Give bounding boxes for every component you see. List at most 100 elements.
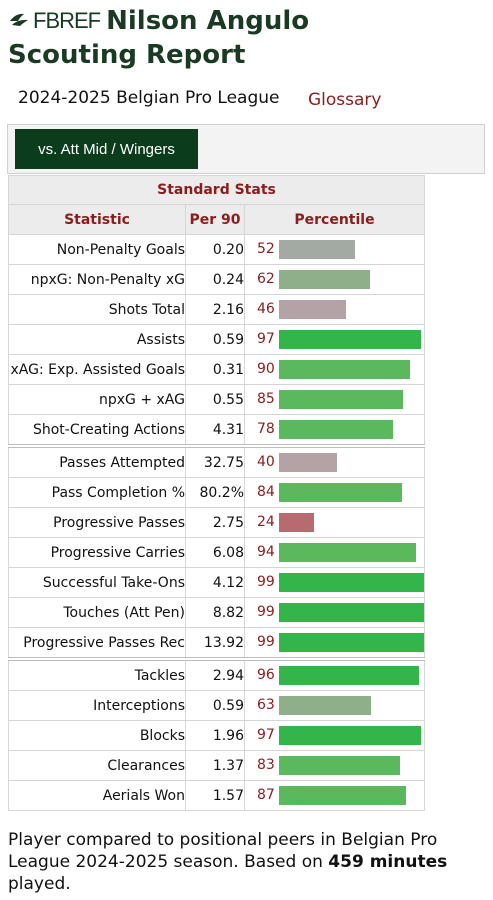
per90-value: 0.59 — [185, 324, 245, 355]
percentile-value: 99 — [257, 574, 275, 590]
header-per90[interactable]: Per 90 — [185, 204, 245, 235]
percentile-value: 63 — [257, 697, 275, 713]
per90-value: 4.31 — [185, 414, 245, 447]
percentile-bar — [279, 240, 355, 259]
percentile-value: 94 — [257, 544, 275, 560]
per90-value: 1.37 — [185, 750, 245, 781]
percentile-cell: 40 — [244, 444, 425, 478]
table-row: Blocks 1.96 97 — [8, 720, 425, 751]
percentile-bar — [279, 300, 346, 319]
percentile-value: 96 — [257, 667, 275, 683]
percentile-cell: 97 — [244, 720, 425, 751]
percentile-cell: 99 — [244, 597, 425, 628]
player-name: Nilson Angulo — [106, 6, 310, 36]
table-row: npxG: Non-Penalty xG 0.24 62 — [8, 264, 425, 295]
stat-name: Progressive Passes Rec — [8, 627, 186, 660]
percentile-value: 99 — [257, 604, 275, 620]
percentile-cell: 78 — [244, 414, 425, 447]
stat-name: Progressive Passes — [8, 507, 186, 538]
table-row: Non-Penalty Goals 0.20 52 — [8, 234, 425, 265]
percentile-bar — [279, 390, 403, 409]
per90-value: 8.82 — [185, 597, 245, 628]
stat-name: Touches (Att Pen) — [8, 597, 186, 628]
fbref-logo[interactable]: FBREF — [8, 4, 101, 38]
percentile-value: 83 — [257, 757, 275, 773]
percentile-cell: 97 — [244, 324, 425, 355]
stat-name: Progressive Carries — [8, 537, 186, 568]
percentile-value: 46 — [257, 301, 275, 317]
table-row: Clearances 1.37 83 — [8, 750, 425, 781]
stat-name: npxG + xAG — [8, 384, 186, 415]
stat-name: Blocks — [8, 720, 186, 751]
header-statistic[interactable]: Statistic — [8, 204, 186, 235]
percentile-cell: 52 — [244, 234, 425, 265]
table-row: Shots Total 2.16 46 — [8, 294, 425, 325]
footer-text-end: played. — [8, 874, 71, 894]
stat-name: Assists — [8, 324, 186, 355]
percentile-cell: 99 — [244, 567, 425, 598]
percentile-bar — [279, 513, 314, 532]
percentile-cell: 24 — [244, 507, 425, 538]
table-caption: Standard Stats — [8, 175, 425, 205]
percentile-bar — [279, 573, 424, 592]
table-row: npxG + xAG 0.55 85 — [8, 384, 425, 415]
percentile-cell: 46 — [244, 294, 425, 325]
per90-value: 2.75 — [185, 507, 245, 538]
stat-name: Shots Total — [8, 294, 186, 325]
stat-name: Tackles — [8, 657, 186, 691]
table-row: Progressive Passes Rec 13.92 99 — [8, 627, 425, 660]
percentile-bar — [279, 756, 400, 775]
tab-att-mid-wingers[interactable]: vs. Att Mid / Wingers — [15, 129, 198, 169]
percentile-value: 97 — [257, 727, 275, 743]
percentile-cell: 96 — [244, 657, 425, 691]
per90-value: 0.59 — [185, 690, 245, 721]
leaf-icon — [10, 13, 28, 26]
percentile-cell: 87 — [244, 780, 425, 811]
percentile-value: 84 — [257, 484, 275, 500]
percentile-cell: 84 — [244, 477, 425, 508]
percentile-value: 78 — [257, 421, 275, 437]
stat-name: Non-Penalty Goals — [8, 234, 186, 265]
percentile-value: 24 — [257, 514, 275, 530]
stat-name: Interceptions — [8, 690, 186, 721]
percentile-value: 99 — [257, 634, 275, 650]
percentile-value: 90 — [257, 361, 275, 377]
stat-name: npxG: Non-Penalty xG — [8, 264, 186, 295]
table-row: Touches (Att Pen) 8.82 99 — [8, 597, 425, 628]
stat-name: Clearances — [8, 750, 186, 781]
percentile-value: 52 — [257, 241, 275, 257]
percentile-bar — [279, 543, 416, 562]
percentile-bar — [279, 453, 337, 472]
stat-name: Pass Completion % — [8, 477, 186, 508]
percentile-bar — [279, 726, 421, 745]
percentile-cell: 83 — [244, 750, 425, 781]
percentile-bar — [279, 666, 419, 685]
percentile-bar — [279, 270, 370, 289]
header-percentile[interactable]: Percentile — [244, 204, 425, 235]
stat-name: Shot-Creating Actions — [8, 414, 186, 447]
stat-name: Passes Attempted — [8, 444, 186, 478]
per90-value: 1.57 — [185, 780, 245, 811]
percentile-bar — [279, 483, 402, 502]
per90-value: 6.08 — [185, 537, 245, 568]
per90-value: 2.16 — [185, 294, 245, 325]
percentile-bar — [279, 633, 424, 652]
table-row: Interceptions 0.59 63 — [8, 690, 425, 721]
percentile-value: 85 — [257, 391, 275, 407]
percentile-value: 40 — [257, 454, 275, 470]
percentile-cell: 90 — [244, 354, 425, 385]
glossary-link[interactable]: Glossary — [308, 90, 382, 110]
stat-name: xAG: Exp. Assisted Goals — [8, 354, 186, 385]
standard-stats-table: Standard Stats Statistic Per 90 Percenti… — [8, 175, 425, 811]
per90-value: 1.96 — [185, 720, 245, 751]
table-row: Shot-Creating Actions 4.31 78 — [8, 414, 425, 447]
percentile-cell: 99 — [244, 627, 425, 660]
logo-text: FBREF — [33, 8, 101, 33]
table-row: Assists 0.59 97 — [8, 324, 425, 355]
league-label: 2024-2025 Belgian Pro League — [18, 88, 280, 108]
per90-value: 32.75 — [185, 444, 245, 478]
percentile-bar — [279, 360, 410, 379]
percentile-value: 97 — [257, 331, 275, 347]
page-title: FBREF Nilson Angulo Scouting Report — [8, 4, 488, 72]
table-row: Passes Attempted 32.75 40 — [8, 444, 425, 478]
